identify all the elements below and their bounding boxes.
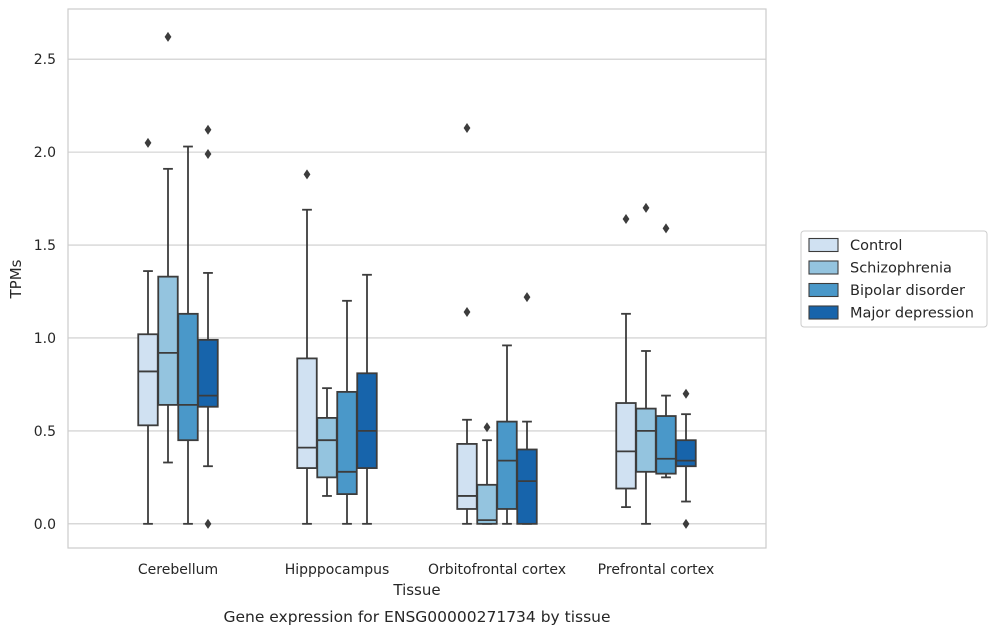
outlier-point	[662, 223, 670, 234]
legend-label: Schizophrenia	[850, 261, 952, 277]
outlier-point	[204, 124, 212, 135]
y-tick-label: 2.0	[34, 145, 56, 161]
box-iqr	[675, 439, 697, 468]
outlier-point	[144, 137, 152, 148]
outlier-point	[164, 31, 172, 42]
box-iqr	[356, 372, 378, 469]
legend-label: Major depression	[850, 306, 974, 322]
box-iqr	[615, 402, 637, 490]
box-schizophrenia	[476, 422, 498, 525]
x-tick-label: Prefrontal cortex	[598, 562, 715, 578]
x-axis: Cerebellum Hipppocampus Orbitofrontal cort…	[138, 562, 714, 578]
plot-frame	[67, 8, 767, 549]
x-tick-label: Orbitofrontal cortex	[428, 562, 566, 578]
box-iqr	[496, 420, 518, 510]
box-iqr	[476, 483, 498, 525]
box-iqr	[635, 407, 657, 473]
outlier-point	[204, 148, 212, 159]
box-iqr	[336, 390, 358, 495]
box-schizophrenia	[635, 202, 657, 525]
figure-caption: Gene expression for ENSG00000271734 by t…	[223, 608, 610, 626]
legend: Control Schizophrenia Bipolar disorder Majo…	[800, 230, 988, 328]
legend-label: Control	[850, 238, 902, 254]
legend-swatch	[808, 260, 839, 275]
box-control	[615, 214, 637, 509]
box-iqr	[197, 338, 219, 408]
box-bipolar-disorder	[336, 299, 358, 525]
y-tick-label: 1.0	[34, 331, 56, 347]
y-tick-label: 2.5	[34, 52, 56, 68]
box-control	[456, 122, 478, 525]
outlier-point	[483, 422, 491, 433]
x-tick-label: Cerebellum	[138, 562, 218, 578]
outlier-point	[642, 202, 650, 213]
box-iqr	[296, 357, 318, 469]
plot-area	[137, 31, 697, 529]
y-tick-label: 0.5	[34, 424, 56, 440]
box-control	[296, 169, 318, 525]
y-axis-label: TPMs	[7, 259, 25, 299]
y-tick-label: 0.0	[34, 517, 56, 533]
outlier-point	[682, 518, 690, 529]
legend-swatch	[808, 305, 839, 320]
y-axis: 0.0 0.5 1.0 1.5 2.0 2.5	[34, 52, 56, 533]
box-iqr	[177, 312, 199, 442]
outlier-point	[682, 388, 690, 399]
box-control	[137, 137, 159, 525]
box-schizophrenia	[157, 31, 179, 464]
box-iqr	[316, 416, 338, 479]
box-iqr	[516, 448, 538, 525]
x-axis-label: Tissue	[392, 581, 440, 599]
box-iqr	[456, 443, 478, 510]
box-bipolar-disorder	[177, 145, 199, 525]
box-major-depression	[197, 124, 219, 529]
box-schizophrenia	[316, 387, 338, 497]
outlier-point	[463, 122, 471, 133]
legend-label: Bipolar disorder	[850, 283, 965, 299]
legend-swatch	[808, 282, 839, 298]
box-major-depression	[356, 273, 378, 525]
box-major-depression	[675, 388, 697, 529]
outlier-point	[204, 518, 212, 529]
outlier-point	[523, 292, 531, 303]
legend-swatch	[808, 237, 839, 253]
box-iqr	[655, 415, 677, 475]
x-tick-label: Hipppocampus	[285, 562, 390, 578]
box-bipolar-disorder	[496, 344, 518, 525]
box-iqr	[157, 275, 179, 406]
box-bipolar-disorder	[655, 223, 677, 479]
outlier-point	[622, 214, 630, 225]
y-tick-label: 1.5	[34, 238, 56, 254]
outlier-point	[303, 169, 311, 180]
legend-frame	[800, 230, 988, 328]
box-major-depression	[516, 292, 538, 525]
box-iqr	[137, 333, 159, 427]
outlier-point	[463, 306, 471, 317]
